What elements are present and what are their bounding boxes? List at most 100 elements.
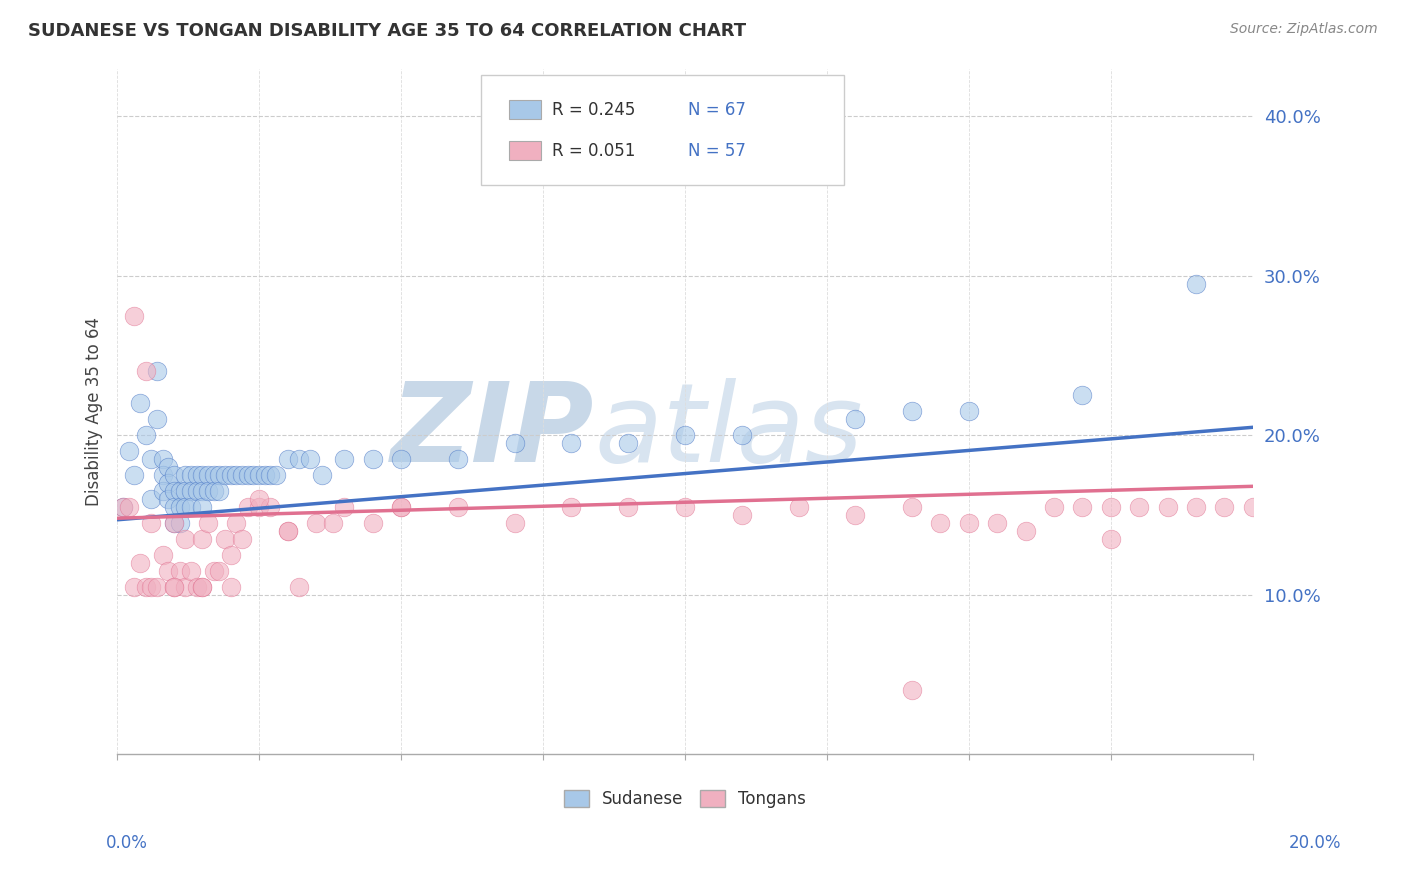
- Point: [844, 412, 866, 426]
- Point: [259, 500, 281, 514]
- Point: [129, 556, 152, 570]
- Text: Source: ZipAtlas.com: Source: ZipAtlas.com: [1230, 22, 1378, 37]
- Point: [276, 524, 298, 538]
- Point: [202, 484, 225, 499]
- Point: [174, 468, 197, 483]
- Point: [197, 468, 219, 483]
- Text: atlas: atlas: [595, 378, 863, 485]
- Point: [1071, 500, 1094, 514]
- Point: [1213, 500, 1236, 514]
- Point: [1099, 532, 1122, 546]
- Point: [174, 500, 197, 514]
- Point: [276, 524, 298, 538]
- Point: [787, 500, 810, 514]
- Point: [197, 484, 219, 499]
- Point: [236, 500, 259, 514]
- Point: [180, 484, 202, 499]
- Point: [180, 500, 202, 514]
- Point: [259, 468, 281, 483]
- Point: [219, 548, 242, 562]
- Point: [152, 452, 174, 467]
- Point: [174, 580, 197, 594]
- Point: [163, 484, 186, 499]
- Point: [247, 500, 270, 514]
- Point: [231, 468, 253, 483]
- Point: [157, 476, 180, 491]
- FancyBboxPatch shape: [481, 76, 844, 185]
- Point: [236, 468, 259, 483]
- Point: [288, 580, 311, 594]
- Point: [617, 436, 640, 450]
- Point: [219, 580, 242, 594]
- Point: [163, 580, 186, 594]
- Point: [253, 468, 276, 483]
- Point: [1014, 524, 1036, 538]
- Point: [361, 452, 384, 467]
- Point: [247, 468, 270, 483]
- Point: [1156, 500, 1178, 514]
- Point: [503, 436, 526, 450]
- Point: [673, 428, 696, 442]
- Point: [169, 484, 191, 499]
- Point: [191, 484, 214, 499]
- Point: [122, 468, 145, 483]
- FancyBboxPatch shape: [509, 100, 541, 120]
- Point: [157, 460, 180, 475]
- Point: [191, 500, 214, 514]
- Point: [225, 516, 247, 530]
- Point: [202, 468, 225, 483]
- Legend: Sudanese, Tongans: Sudanese, Tongans: [557, 783, 813, 814]
- Point: [673, 500, 696, 514]
- Point: [560, 436, 582, 450]
- Point: [333, 500, 356, 514]
- Point: [1185, 277, 1208, 291]
- Point: [731, 428, 754, 442]
- Point: [169, 564, 191, 578]
- Point: [180, 468, 202, 483]
- Point: [186, 468, 208, 483]
- Text: 0.0%: 0.0%: [105, 834, 148, 852]
- Point: [180, 564, 202, 578]
- Text: ZIP: ZIP: [391, 378, 595, 485]
- Point: [122, 309, 145, 323]
- Text: R = 0.245: R = 0.245: [553, 101, 636, 119]
- Point: [191, 468, 214, 483]
- Point: [146, 412, 169, 426]
- Point: [231, 532, 253, 546]
- Point: [152, 468, 174, 483]
- Point: [1071, 388, 1094, 402]
- Point: [447, 500, 470, 514]
- Point: [214, 532, 236, 546]
- Point: [141, 516, 163, 530]
- Point: [208, 484, 231, 499]
- Point: [389, 452, 412, 467]
- Point: [174, 484, 197, 499]
- Point: [299, 452, 322, 467]
- Point: [264, 468, 287, 483]
- Text: N = 57: N = 57: [689, 142, 747, 160]
- Point: [288, 452, 311, 467]
- Point: [135, 364, 157, 378]
- Text: R = 0.051: R = 0.051: [553, 142, 636, 160]
- Point: [247, 491, 270, 506]
- Point: [333, 452, 356, 467]
- Point: [186, 484, 208, 499]
- Point: [191, 532, 214, 546]
- Point: [617, 500, 640, 514]
- Point: [901, 683, 924, 698]
- Point: [305, 516, 328, 530]
- Point: [122, 580, 145, 594]
- Point: [1043, 500, 1066, 514]
- Point: [1099, 500, 1122, 514]
- Point: [844, 508, 866, 522]
- Point: [141, 452, 163, 467]
- Point: [111, 500, 134, 514]
- Point: [117, 444, 139, 458]
- Point: [202, 564, 225, 578]
- Point: [447, 452, 470, 467]
- Point: [169, 516, 191, 530]
- Point: [214, 468, 236, 483]
- Point: [135, 428, 157, 442]
- Point: [146, 580, 169, 594]
- Point: [208, 468, 231, 483]
